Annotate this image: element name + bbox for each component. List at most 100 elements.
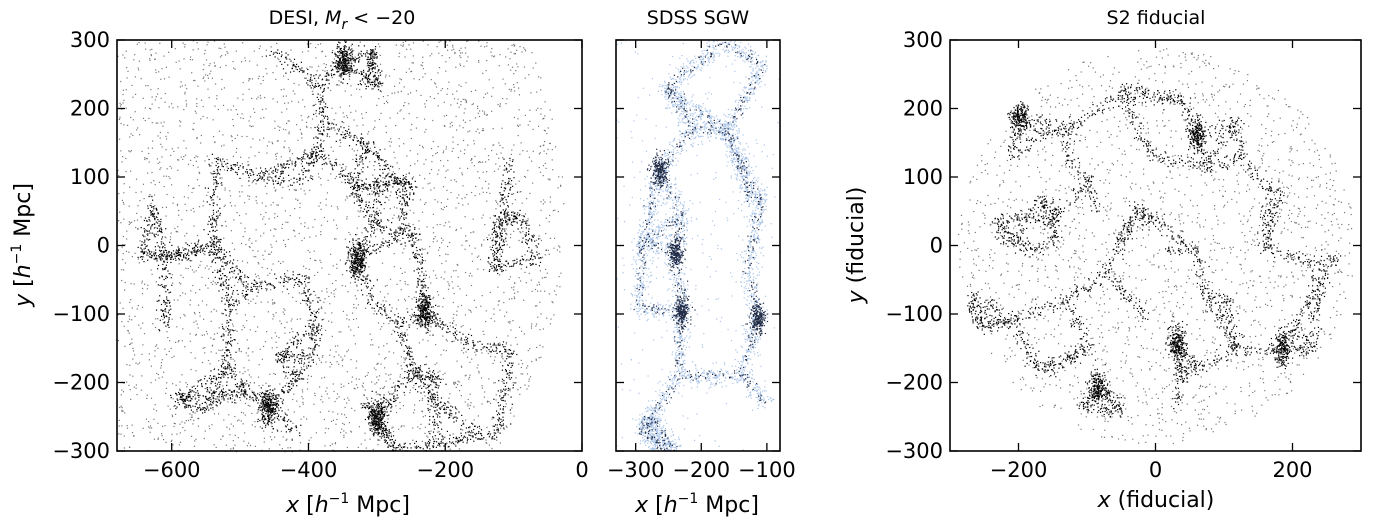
galaxy-point	[415, 375, 417, 377]
galaxy-point	[368, 142, 370, 144]
galaxy-point	[300, 340, 303, 342]
galaxy-point	[333, 65, 335, 68]
galaxy-point	[378, 201, 380, 203]
galaxy-point	[297, 354, 299, 356]
galaxy-point	[164, 267, 166, 269]
galaxy-point	[298, 358, 300, 360]
galaxy-point	[157, 234, 159, 236]
galaxy-point	[399, 177, 401, 180]
galaxy-point	[426, 303, 428, 305]
galaxy-point	[423, 281, 425, 283]
galaxy-point	[161, 253, 164, 255]
galaxy-point	[226, 292, 228, 294]
galaxy-point	[429, 302, 431, 304]
galaxy-point	[421, 378, 424, 380]
galaxy-point	[310, 332, 312, 334]
galaxy-point	[372, 224, 374, 226]
galaxy-point	[269, 284, 271, 286]
galaxy-point	[299, 378, 301, 380]
galaxy-point	[204, 410, 206, 412]
galaxy-point	[162, 252, 165, 254]
galaxy-point	[168, 309, 170, 311]
galaxy-point	[358, 185, 360, 187]
galaxy-point	[377, 429, 379, 431]
galaxy-point	[390, 442, 392, 444]
galaxy-point	[393, 232, 395, 234]
galaxy-point	[141, 258, 143, 260]
galaxy-point	[227, 373, 229, 376]
galaxy-point	[321, 85, 323, 87]
galaxy-point	[446, 406, 448, 408]
galaxy-point	[215, 254, 218, 256]
galaxy-point	[195, 251, 197, 253]
galaxy-point	[523, 216, 525, 218]
galaxy-point	[216, 396, 218, 398]
galaxy-point	[432, 445, 434, 447]
galaxy-point	[504, 385, 506, 387]
galaxy-point	[349, 174, 351, 176]
galaxy-point	[424, 309, 426, 311]
galaxy-point	[158, 255, 160, 257]
galaxy-point	[353, 196, 355, 198]
galaxy-point	[384, 190, 386, 192]
galaxy-point	[422, 260, 424, 262]
galaxy-point	[301, 373, 303, 375]
galaxy-point	[397, 182, 399, 184]
galaxy-point	[166, 255, 169, 257]
galaxy-point	[363, 182, 366, 184]
galaxy-point	[443, 402, 446, 404]
galaxy-point	[399, 229, 401, 231]
galaxy-point	[388, 431, 390, 433]
galaxy-point	[503, 228, 505, 230]
galaxy-point	[215, 220, 217, 222]
galaxy-point	[179, 252, 181, 254]
galaxy-point	[288, 276, 290, 279]
galaxy-point	[405, 202, 407, 205]
galaxy-point	[306, 162, 308, 164]
galaxy-point	[381, 190, 383, 192]
galaxy-point	[227, 293, 229, 295]
galaxy-point	[362, 187, 364, 190]
galaxy-point	[202, 249, 204, 251]
galaxy-point	[291, 387, 293, 390]
galaxy-point	[367, 75, 370, 78]
galaxy-point	[261, 288, 263, 290]
galaxy-point	[460, 435, 463, 437]
galaxy-point	[218, 256, 221, 258]
galaxy-point	[370, 410, 372, 412]
galaxy-point	[326, 133, 329, 135]
galaxy-point	[408, 354, 410, 356]
galaxy-point	[233, 339, 235, 341]
galaxy-point	[339, 139, 341, 141]
galaxy-point	[232, 391, 234, 393]
galaxy-point	[208, 163, 210, 165]
galaxy-point	[357, 241, 359, 243]
galaxy-point	[288, 366, 290, 368]
galaxy-point	[212, 259, 215, 261]
galaxy-point	[332, 169, 334, 171]
galaxy-point	[306, 156, 309, 158]
galaxy-point	[163, 315, 165, 317]
galaxy-point	[539, 261, 542, 263]
galaxy-point	[380, 204, 383, 206]
galaxy-point	[369, 280, 372, 282]
galaxy-point	[231, 340, 233, 342]
galaxy-point	[218, 373, 221, 375]
galaxy-point	[439, 326, 441, 328]
galaxy-point	[406, 213, 408, 215]
galaxy-point	[512, 221, 514, 223]
galaxy-point	[374, 188, 376, 190]
galaxy-point	[499, 432, 501, 434]
galaxy-point	[422, 304, 424, 306]
galaxy-point	[506, 355, 508, 357]
galaxy-point	[181, 394, 184, 396]
galaxy-point	[249, 169, 251, 171]
galaxy-point	[178, 254, 180, 256]
galaxy-point	[409, 363, 412, 365]
galaxy-point	[349, 195, 351, 197]
galaxy-point	[490, 265, 492, 267]
galaxy-point	[300, 69, 302, 71]
galaxy-point	[521, 223, 523, 225]
galaxy-point	[415, 382, 417, 385]
galaxy-point	[365, 204, 367, 206]
